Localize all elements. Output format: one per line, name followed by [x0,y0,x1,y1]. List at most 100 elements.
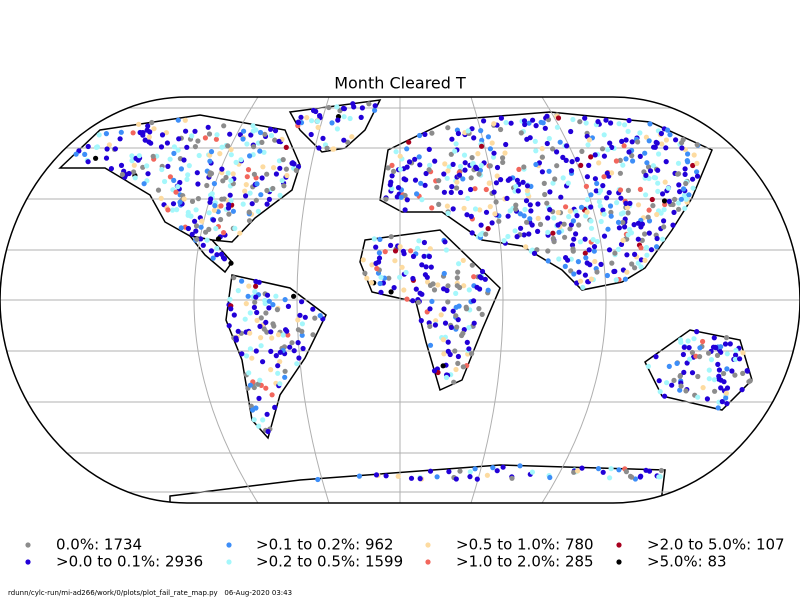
station-dot [272,404,278,410]
station-dot [308,131,314,138]
station-dot [277,192,283,198]
station-dot [404,296,410,302]
station-dot [104,146,110,152]
station-dot [514,234,520,240]
station-dot [604,195,610,201]
station-dot [669,382,675,388]
station-dot [644,160,650,166]
station-dot [432,158,438,164]
station-dot [584,174,591,180]
station-dot [600,183,606,189]
station-dot [410,298,416,304]
station-dot [676,182,682,188]
station-dot [638,473,644,479]
station-dot [214,132,220,138]
station-dot [532,138,538,144]
station-dot [356,473,362,479]
station-dot [588,218,594,224]
station-dot [683,180,689,187]
station-dot [697,345,703,351]
station-dot [568,222,575,228]
station-dot [430,281,436,287]
station-dot [639,237,645,243]
station-dot [472,206,479,212]
station-dot [282,368,288,374]
station-dot [588,225,595,231]
station-dot [461,283,467,289]
station-dot [329,120,335,126]
station-dot [654,140,660,146]
station-dot [518,225,524,231]
station-dot [299,321,305,327]
station-dot [498,177,504,183]
station-dot [646,230,652,236]
station-dot [73,151,79,157]
station-dot [537,221,544,227]
station-dot [677,387,683,393]
station-dot [240,201,246,207]
station-dot [461,152,468,158]
legend-marker [25,559,31,565]
station-dot [231,275,237,281]
station-dot [694,169,700,175]
station-dot [685,159,691,165]
station-dot [545,248,551,254]
station-dot [452,148,458,154]
station-dot [215,236,222,242]
station-dot [590,237,596,243]
station-dot [433,318,439,324]
station-dot [283,166,289,172]
station-dot [239,351,245,357]
station-dot [675,171,681,177]
station-dot [165,207,171,213]
station-dot [454,185,460,191]
station-dot [314,118,321,124]
station-dot [454,324,460,330]
station-dot [659,141,665,147]
station-dot [108,166,114,172]
station-dot [533,148,539,154]
station-dot [436,178,442,184]
station-dot [263,385,269,391]
station-dot [211,207,217,213]
station-dot [632,265,638,271]
station-dot [677,337,684,343]
station-dot [434,184,440,190]
station-dot [277,349,283,355]
station-dot [586,247,592,253]
station-dot [550,180,556,186]
station-dot [198,224,204,230]
station-dot [706,376,712,382]
station-dot [442,161,448,167]
station-dot [434,474,440,480]
station-dot [585,142,591,148]
station-dot [608,209,614,215]
station-dot [617,187,624,193]
station-dot [295,317,301,323]
station-dot [647,168,654,174]
station-dot [467,469,473,475]
station-dot [546,168,552,174]
station-dot [471,298,477,304]
station-dot [455,269,461,275]
station-dot [132,175,138,181]
station-dot [654,211,660,218]
station-dot [487,146,493,152]
station-dot [378,289,384,295]
station-dot [340,105,347,111]
station-dot [515,188,521,194]
station-dot [686,345,692,351]
station-dot [146,134,152,140]
station-dot [130,130,136,136]
station-dot [637,186,644,192]
station-dot [417,476,423,482]
station-dot [547,189,553,195]
station-dot [588,192,594,198]
station-dot [265,428,271,435]
station-dot [562,234,568,240]
station-dot [594,269,600,275]
station-dot [686,192,692,198]
station-dot [739,387,745,393]
station-dot [608,213,614,219]
station-dot [372,107,378,113]
